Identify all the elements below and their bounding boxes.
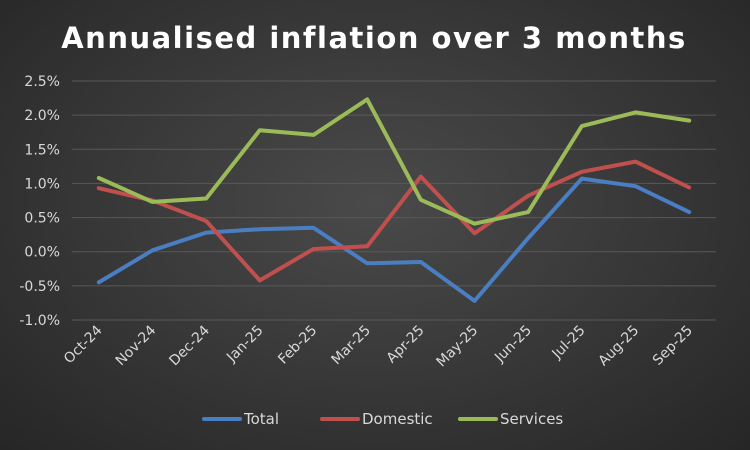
series-lines [96, 97, 692, 303]
x-tick-label: Mar-25 [328, 323, 374, 369]
series-line-total [96, 176, 692, 303]
legend: Total Domestic Services [202, 410, 563, 428]
series-line-services [96, 97, 692, 226]
x-axis-ticks: Oct-24 Nov-24 Dec-24 Jan-25 Feb-25 Mar-25 Apr-… [61, 322, 696, 370]
y-axis-ticks: -1.0% -0.5% 0.0% 0.5% 1.0% 1.5% 2.0% 2.5% [19, 74, 60, 329]
x-tick-label: May-25 [434, 323, 482, 371]
y-tick-label: 2.0% [24, 108, 60, 124]
y-tick-label: 1.5% [24, 142, 60, 158]
legend-label: Services [500, 410, 563, 428]
x-tick-label: Feb-25 [275, 323, 320, 368]
x-tick-label: Dec-24 [166, 322, 213, 369]
x-tick-label: Oct-24 [61, 322, 106, 367]
y-tick-label: 0.5% [24, 211, 60, 227]
series-line-domestic [96, 159, 692, 283]
chart-title: Annualised inflation over 3 months [61, 21, 687, 55]
x-tick-label: Jan-25 [223, 323, 266, 366]
x-tick-label: Sep-25 [650, 323, 696, 369]
legend-label: Domestic [362, 410, 433, 428]
y-tick-label: -0.5% [19, 279, 60, 295]
x-tick-label: Apr-25 [384, 323, 428, 367]
y-tick-label: -1.0% [19, 313, 60, 329]
x-tick-label: Aug-25 [596, 323, 643, 370]
y-tick-label: 0.0% [24, 245, 60, 261]
x-tick-label: Jul-25 [549, 323, 589, 363]
x-tick-label: Jun-25 [491, 323, 535, 367]
y-tick-label: 2.5% [24, 74, 60, 90]
legend-label: Total [243, 410, 279, 428]
x-tick-label: Nov-24 [113, 322, 160, 369]
y-tick-label: 1.0% [24, 176, 60, 192]
